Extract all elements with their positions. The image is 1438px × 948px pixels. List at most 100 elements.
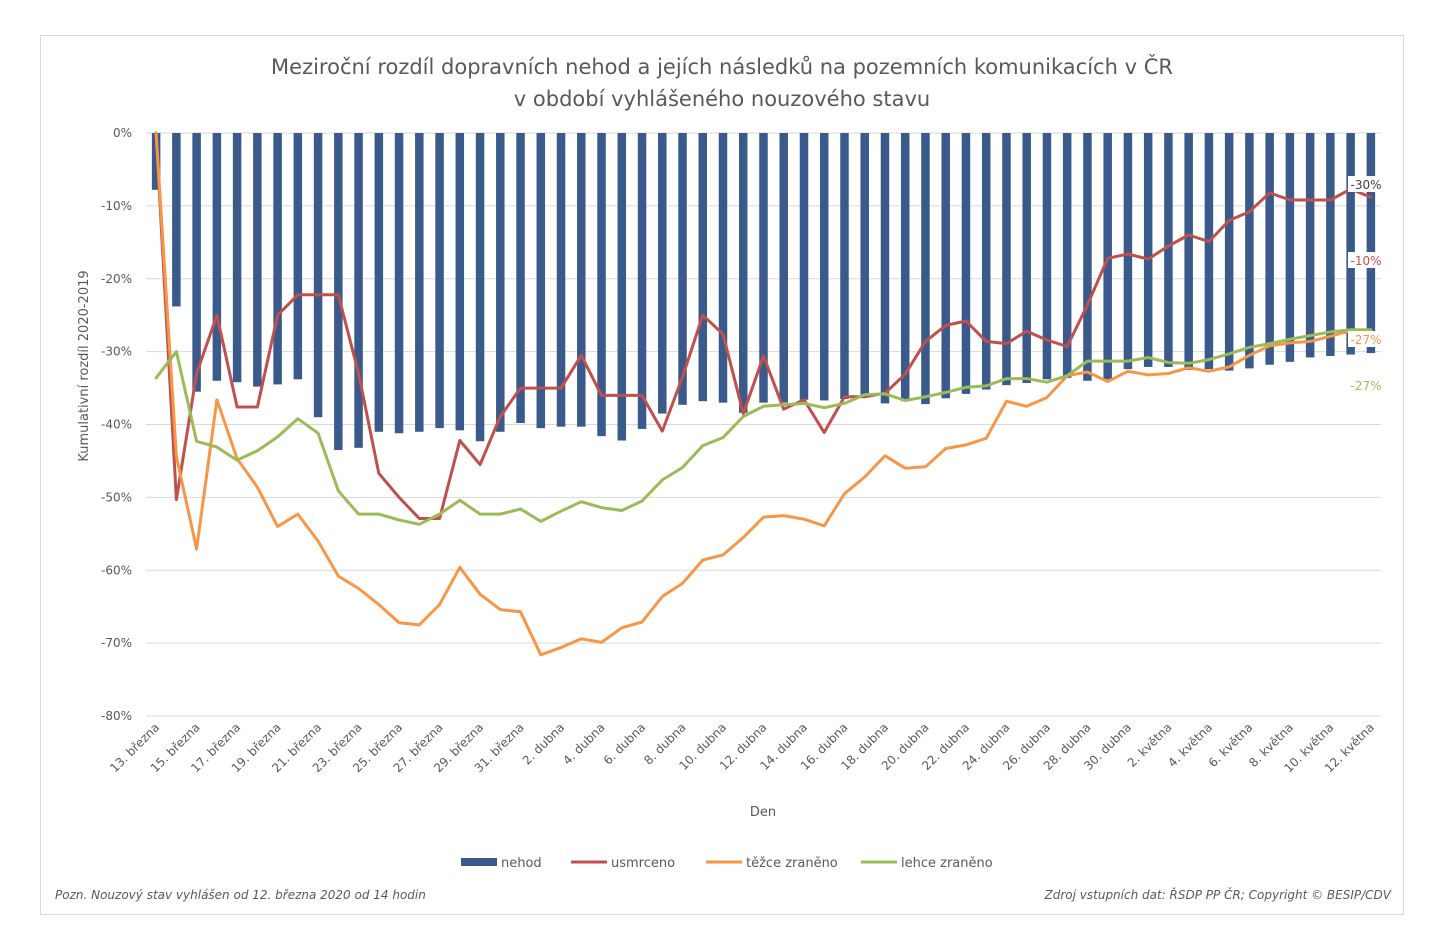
y-axis-title: Kumulativní rozdíl 2020-2019: [77, 270, 92, 461]
bar-nehod: [637, 133, 647, 429]
bar-nehod: [435, 133, 444, 429]
bar-nehod: [840, 133, 849, 399]
bar-nehod: [374, 133, 384, 432]
bars: [151, 133, 1376, 451]
bar-nehod: [759, 133, 768, 403]
end-label: -27%: [1350, 333, 1381, 347]
bar-nehod: [1083, 133, 1092, 381]
bar-nehod: [880, 133, 890, 404]
bar-nehod: [273, 133, 282, 385]
x-tick-label: 4. dubna: [560, 720, 607, 767]
bar-nehod: [1103, 133, 1112, 380]
bar-nehod: [516, 133, 525, 424]
legend-label: těžce zraněno: [746, 856, 838, 871]
bar-nehod: [961, 133, 971, 394]
bar-nehod: [1366, 133, 1376, 354]
legend-swatch-bar: [461, 858, 497, 866]
bar-nehod: [536, 133, 546, 429]
bar-nehod: [415, 133, 424, 432]
y-tick-label: -20%: [101, 272, 132, 286]
bar-nehod: [698, 133, 708, 402]
end-label-bg: [1348, 176, 1384, 192]
bar-nehod: [617, 133, 627, 441]
bar-nehod: [1022, 133, 1031, 383]
bar-nehod: [354, 133, 363, 448]
x-axis-title: Den: [750, 805, 776, 820]
bar-nehod: [597, 133, 606, 437]
bar-nehod: [1002, 133, 1011, 386]
bar-nehod: [394, 133, 404, 434]
bar-nehod: [860, 133, 869, 397]
bar-nehod: [981, 133, 991, 390]
bar-nehod: [1265, 133, 1274, 365]
bar-nehod: [799, 133, 809, 400]
bar-nehod: [334, 133, 343, 451]
bar-nehod: [941, 133, 950, 399]
bar-nehod: [1245, 133, 1254, 369]
line-usmrceno: [154, 131, 1373, 520]
bar-nehod: [1326, 133, 1335, 356]
bar-nehod: [496, 133, 505, 432]
bar-nehod: [232, 133, 242, 383]
bar-nehod: [1204, 133, 1214, 370]
bar-nehod: [739, 133, 748, 413]
footer-note: Pozn. Nouzový stav vyhlášen od 12. březn…: [55, 888, 426, 902]
bar-nehod: [293, 133, 303, 380]
end-label-bg: [1348, 331, 1384, 347]
chart-frame: Meziroční rozdíl dopravních nehod a její…: [40, 35, 1404, 915]
lines: [154, 131, 1373, 657]
bar-nehod: [718, 133, 728, 403]
chart-title: Meziroční rozdíl dopravních nehod a její…: [271, 54, 1173, 79]
bar-nehod: [1184, 133, 1193, 370]
end-labels: -30% -10% -27% -27%: [1348, 176, 1384, 393]
chart-subtitle: v období vyhlášeného nouzového stavu: [514, 87, 930, 111]
bar-nehod: [900, 133, 910, 402]
y-tick-label: 0%: [113, 126, 132, 140]
legend-label: nehod: [501, 856, 542, 871]
end-label-bg: [1348, 377, 1384, 393]
bar-nehod: [212, 133, 222, 381]
bar-nehod: [1346, 133, 1355, 355]
bar-nehod: [658, 133, 667, 414]
line-těžce-zraněno: [154, 131, 1373, 657]
legend: nehod usmrceno těžce zraněno lehce zraněno: [461, 856, 993, 871]
y-tick-label: -70%: [101, 636, 132, 650]
y-tick-label: -50%: [101, 490, 132, 504]
legend-label: usmrceno: [611, 856, 675, 871]
chart-svg: Meziroční rozdíl dopravních nehod a její…: [55, 54, 1392, 902]
bar-nehod: [475, 133, 485, 442]
y-tick-label: -30%: [101, 345, 132, 359]
bar-nehod: [1164, 133, 1173, 367]
y-tick-label: -40%: [101, 418, 132, 432]
end-label: -27%: [1350, 379, 1381, 393]
end-label: -10%: [1350, 254, 1381, 268]
bar-nehod: [819, 133, 829, 401]
x-tick-label: 2. dubna: [520, 720, 567, 767]
bar-nehod: [1143, 133, 1153, 367]
footer-source: Zdroj vstupních dat: ŘSDP PP ČR; Copyrig…: [1044, 887, 1392, 902]
x-tick-label: 6. dubna: [601, 720, 648, 767]
bar-nehod: [151, 133, 161, 190]
bar-nehod: [253, 133, 262, 387]
bar-nehod: [1042, 133, 1052, 380]
bar-nehod: [556, 133, 566, 427]
bar-nehod: [779, 133, 788, 403]
bar-nehod: [313, 133, 323, 418]
legend-label: lehce zraněno: [901, 856, 993, 871]
bar-nehod: [577, 133, 586, 427]
y-axis-ticks: 0% -10% -20% -30% -40% -50% -60% -70% -80%: [101, 126, 132, 723]
bar-nehod: [1305, 133, 1315, 358]
bar-nehod: [172, 133, 181, 307]
end-label: -30%: [1350, 178, 1381, 192]
line-lehce-zraněno: [154, 328, 1373, 526]
y-tick-label: -80%: [101, 709, 132, 723]
bar-nehod: [678, 133, 687, 405]
bar-nehod: [455, 133, 465, 431]
y-tick-label: -10%: [101, 199, 132, 213]
bar-nehod: [1224, 133, 1234, 371]
end-label-bg: [1348, 252, 1384, 268]
bar-nehod: [1285, 133, 1295, 362]
y-tick-label: -60%: [101, 563, 132, 577]
bar-nehod: [1123, 133, 1133, 370]
